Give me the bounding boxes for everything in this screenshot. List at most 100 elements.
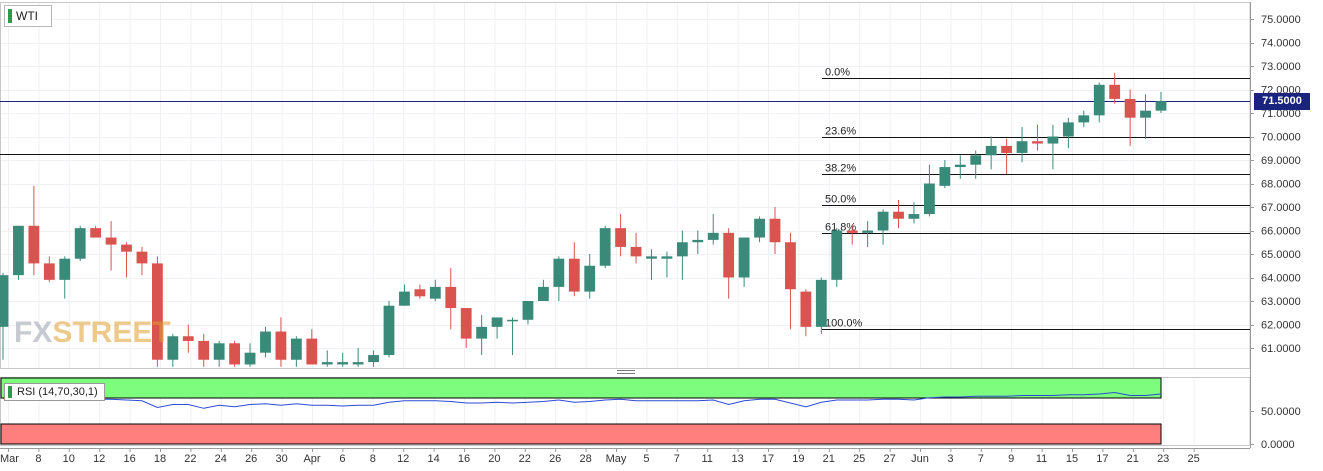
rsi-marker-icon <box>8 386 12 398</box>
candle-body <box>1016 141 1028 153</box>
time-tick-label: Jun <box>911 453 929 465</box>
candle-up <box>476 315 488 356</box>
candle-body <box>429 286 441 299</box>
candle-body <box>136 251 148 264</box>
rsi-tick-label: 50.0000 <box>1261 406 1301 418</box>
candle-body <box>815 279 827 327</box>
candle-up <box>1155 91 1167 113</box>
candle-up <box>954 155 966 179</box>
candle-body <box>151 263 163 360</box>
candle-up <box>661 251 673 278</box>
candle-body <box>537 286 549 301</box>
candle-up <box>1093 82 1105 123</box>
candle-down <box>275 317 287 367</box>
candle-down <box>182 324 194 353</box>
candle-up <box>213 340 225 367</box>
candle-body <box>460 308 472 339</box>
fib-level-label: 23.6% <box>825 126 856 138</box>
candle-up <box>537 279 549 301</box>
candle-up <box>676 230 688 280</box>
candle-body <box>229 343 241 365</box>
candle-up <box>985 136 997 170</box>
fib-level-label: 38.2% <box>825 163 856 175</box>
panel-resize-handle[interactable] <box>617 370 635 374</box>
candle-body <box>707 232 719 240</box>
symbol-label: WTI <box>4 5 52 27</box>
fib-level-label: 50.0% <box>825 194 856 206</box>
candle-body <box>507 319 518 322</box>
candle-body <box>306 338 318 365</box>
candle-body <box>723 232 735 278</box>
candle-body <box>522 301 534 320</box>
candle-body <box>553 258 565 287</box>
candle-up <box>383 301 395 358</box>
candle-body <box>167 336 179 360</box>
grid <box>0 2 1250 445</box>
time-tick-label: 20 <box>488 453 500 465</box>
price-tick-label: 69.0000 <box>1261 155 1301 167</box>
time-tick-label: 25 <box>1187 453 1199 465</box>
horizontal-lines <box>0 101 1250 155</box>
price-tick-label: 67.0000 <box>1261 202 1301 214</box>
candle-body <box>476 326 488 339</box>
time-tick-label: 3 <box>947 453 953 465</box>
price-tick-label: 75.0000 <box>1261 14 1301 26</box>
candle-down <box>615 214 627 257</box>
price-tick-label: 64.0000 <box>1261 273 1301 285</box>
time-tick-label: 28 <box>579 453 591 465</box>
candle-body <box>352 362 364 365</box>
price-tick-label: 70.0000 <box>1261 132 1301 144</box>
candle-up <box>707 214 719 245</box>
candle-up <box>738 237 750 287</box>
candle-up <box>368 350 379 367</box>
candle-up <box>260 326 271 358</box>
candle-up <box>491 317 503 339</box>
candle-body <box>630 246 642 257</box>
candle-up <box>939 160 951 189</box>
candle-up <box>754 216 765 243</box>
candle-body <box>1047 136 1059 144</box>
candle-body <box>646 256 657 259</box>
last-price-badge: 71.5000 <box>1254 93 1310 110</box>
time-tick-label: 11 <box>1036 453 1047 465</box>
candle-body <box>28 225 40 264</box>
candle-down <box>90 225 102 238</box>
candlestick-series <box>0 73 1167 367</box>
time-tick-label: 23 <box>1157 453 1169 465</box>
time-axis: Mar 8 10 12 16 18 22 24 26 30 Apr 6 8 12 14 16 20 22 26 28 M… <box>0 448 1200 465</box>
candle-body <box>846 230 858 233</box>
candle-up <box>908 202 920 224</box>
candle-body <box>1155 101 1167 111</box>
candle-body <box>1093 84 1105 116</box>
candle-body <box>754 218 765 238</box>
price-tick-label: 74.0000 <box>1261 38 1301 50</box>
time-tick-label: 9 <box>1008 453 1014 465</box>
time-tick-label: 22 <box>184 453 196 465</box>
candle-up <box>692 230 704 254</box>
candle-up <box>244 343 256 367</box>
candle-body <box>260 331 271 353</box>
candle-body <box>862 230 874 233</box>
candle-down <box>306 329 318 365</box>
candle-down <box>28 185 40 276</box>
candle-body <box>182 336 194 341</box>
candle-up <box>0 272 9 360</box>
candle-body <box>1124 98 1136 118</box>
candle-up <box>1078 110 1090 128</box>
time-tick-label: 27 <box>883 453 895 465</box>
candle-body <box>769 218 781 243</box>
candle-body <box>337 362 349 365</box>
time-tick-label: 12 <box>93 453 105 465</box>
candle-body <box>738 237 750 278</box>
candle-body <box>676 242 688 257</box>
candle-up <box>167 333 179 367</box>
time-tick-label: 5 <box>643 453 649 465</box>
candle-body <box>383 305 395 356</box>
candle-body <box>1001 145 1013 153</box>
candle-body <box>692 239 704 243</box>
time-tick-label: 7 <box>978 453 984 465</box>
candle-body <box>368 355 379 363</box>
candle-up <box>74 225 86 262</box>
candle-up <box>59 256 71 299</box>
time-tick-label: 6 <box>339 453 345 465</box>
